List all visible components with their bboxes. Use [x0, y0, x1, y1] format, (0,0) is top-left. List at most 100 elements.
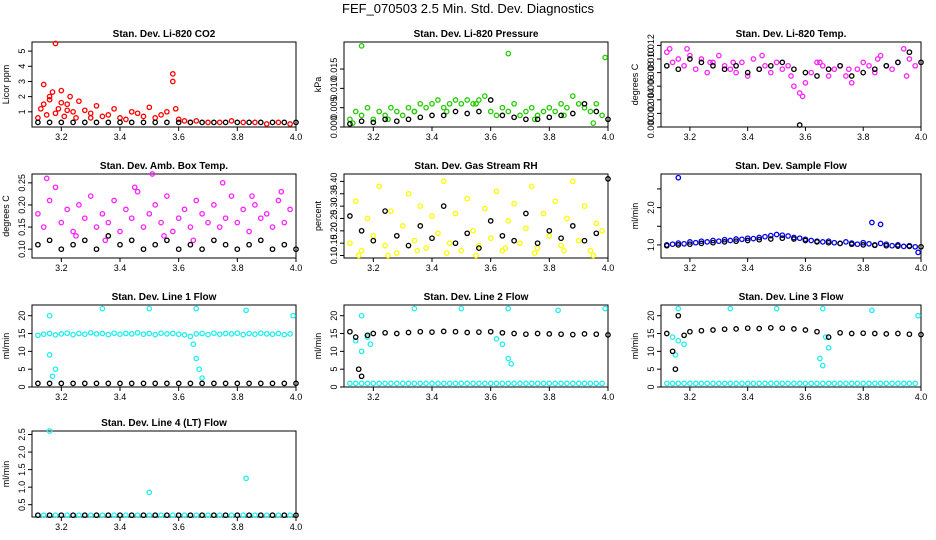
x-tick-label: 3.8 — [857, 132, 870, 142]
y-axis-label: degrees C — [1, 195, 11, 237]
data-point — [117, 228, 123, 235]
data-point — [393, 108, 400, 115]
data-point — [710, 327, 716, 333]
data-point — [435, 380, 441, 387]
data-point — [756, 236, 763, 243]
data-point — [666, 45, 673, 52]
data-point — [252, 512, 258, 519]
data-point — [675, 305, 682, 312]
data-point — [744, 380, 751, 387]
data-point — [52, 332, 59, 338]
y-tick-label: 5 — [17, 49, 27, 54]
data-point — [35, 241, 41, 248]
x-tick-label: 3.2 — [684, 392, 697, 402]
data-point — [733, 236, 739, 242]
data-point — [721, 380, 728, 387]
data-point — [190, 237, 197, 244]
x-tick-label: 4.0 — [602, 132, 615, 142]
data-point — [889, 380, 895, 387]
data-point — [149, 171, 156, 177]
data-point — [187, 380, 194, 387]
data-point — [767, 380, 774, 387]
data-point — [87, 193, 94, 199]
data-point — [243, 307, 249, 314]
data-point — [854, 241, 861, 248]
data-point — [672, 352, 679, 358]
data-point — [164, 331, 170, 337]
x-tick-label: 3.6 — [799, 132, 812, 142]
x-tick-label: 4.0 — [290, 522, 303, 532]
series-primary — [347, 178, 605, 259]
data-point — [715, 380, 722, 387]
series-primary — [347, 43, 608, 126]
chart-panel-6: Stan. Dev. Sample Flow ml/min 3.2 3.4 3.6 3.8… — [630, 161, 927, 273]
data-point — [263, 331, 270, 337]
data-point — [877, 240, 884, 247]
data-point — [347, 380, 353, 387]
data-point — [275, 197, 282, 204]
data-point — [605, 116, 611, 123]
data-point — [871, 380, 878, 387]
data-point — [76, 512, 82, 519]
y-tick-label: 20 — [329, 311, 339, 321]
data-point — [906, 49, 913, 56]
series-reference — [35, 512, 299, 519]
y-tick-label: 20 — [17, 311, 27, 321]
data-point — [710, 62, 716, 69]
data-point — [721, 66, 728, 73]
data-point — [575, 100, 582, 107]
data-point — [393, 380, 400, 387]
data-point — [257, 512, 264, 519]
data-point — [505, 355, 512, 362]
data-point — [687, 241, 693, 248]
data-point — [411, 108, 418, 115]
data-point — [246, 512, 252, 519]
data-point — [64, 330, 71, 337]
data-point — [216, 331, 223, 338]
data-point — [52, 366, 59, 373]
data-point — [581, 331, 588, 337]
data-point — [767, 236, 774, 242]
data-point — [370, 116, 377, 123]
y-tick-label: 5 — [329, 367, 339, 372]
data-point — [58, 119, 65, 126]
data-point — [370, 380, 377, 387]
data-point — [257, 119, 264, 126]
data-point — [352, 108, 359, 115]
data-point — [243, 475, 249, 482]
data-point — [199, 330, 205, 337]
series-primary — [35, 428, 293, 519]
data-point — [40, 331, 47, 338]
data-point — [175, 246, 182, 253]
y-tick-label: 0.25 — [329, 210, 339, 228]
data-point — [476, 245, 482, 251]
data-point — [196, 366, 203, 373]
data-point — [193, 305, 200, 312]
data-point — [161, 233, 167, 239]
data-point — [399, 380, 406, 387]
data-point — [476, 108, 482, 115]
data-point — [364, 215, 371, 222]
data-point — [347, 213, 353, 219]
data-point — [281, 241, 288, 248]
data-point — [128, 108, 135, 115]
data-point — [534, 240, 541, 247]
data-point — [687, 56, 693, 62]
data-point — [684, 45, 690, 52]
data-point — [364, 332, 371, 339]
data-point — [871, 69, 878, 76]
x-tick-label: 3.6 — [172, 522, 185, 532]
data-point — [546, 232, 553, 239]
data-point — [440, 112, 447, 119]
data-point — [866, 240, 872, 247]
data-point — [493, 112, 500, 119]
data-point — [599, 380, 605, 387]
data-point — [240, 119, 247, 126]
data-point — [505, 305, 512, 312]
data-point — [767, 232, 774, 239]
x-tick-label: 4.0 — [915, 392, 928, 402]
data-point — [523, 116, 529, 123]
chart-panel-5: Stan. Dev. Gas Stream RH percent 3.2 3.4 3.6… — [313, 161, 614, 273]
data-point — [558, 235, 564, 242]
data-point — [819, 362, 826, 369]
